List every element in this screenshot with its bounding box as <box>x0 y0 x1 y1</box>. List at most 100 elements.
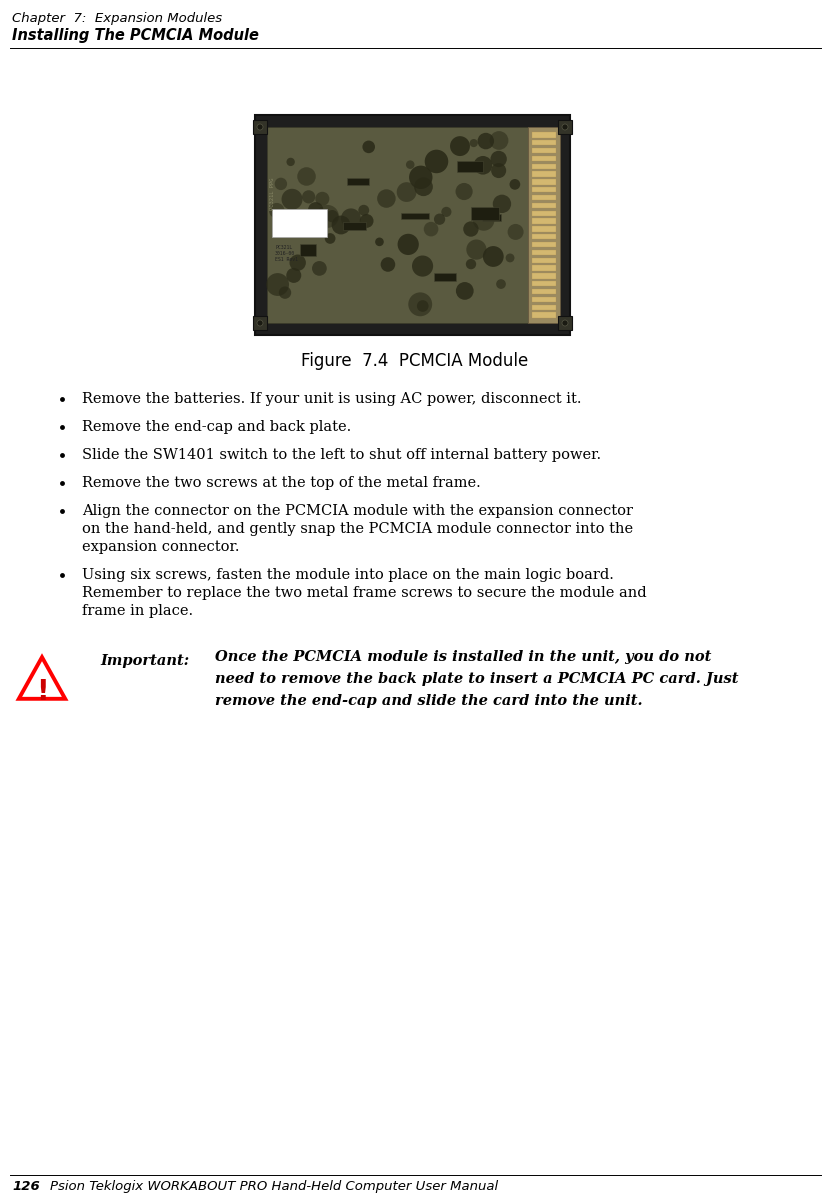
Circle shape <box>381 257 396 272</box>
Circle shape <box>375 237 384 247</box>
Circle shape <box>483 247 504 267</box>
Circle shape <box>408 292 432 316</box>
Bar <box>532 202 556 208</box>
Text: Using six screws, fasten the module into place on the main logic board.: Using six screws, fasten the module into… <box>82 569 614 582</box>
Text: Chapter  7:  Expansion Modules: Chapter 7: Expansion Modules <box>12 12 222 25</box>
Circle shape <box>282 189 302 209</box>
Bar <box>532 187 556 193</box>
Circle shape <box>406 160 415 169</box>
Circle shape <box>409 165 432 189</box>
Circle shape <box>362 140 375 153</box>
Bar <box>532 148 556 153</box>
Circle shape <box>266 273 289 296</box>
Bar <box>558 120 572 134</box>
Bar <box>532 288 556 294</box>
Text: Remove the two screws at the top of the metal frame.: Remove the two screws at the top of the … <box>82 476 481 490</box>
Circle shape <box>478 133 494 150</box>
Bar <box>532 226 556 232</box>
Circle shape <box>278 286 291 299</box>
Circle shape <box>490 151 507 168</box>
Circle shape <box>289 255 306 271</box>
Text: expansion connector.: expansion connector. <box>82 540 239 554</box>
Circle shape <box>414 177 433 196</box>
Text: 126: 126 <box>12 1180 40 1193</box>
Text: Remove the batteries. If your unit is using AC power, disconnect it.: Remove the batteries. If your unit is us… <box>82 391 582 406</box>
Circle shape <box>275 177 287 190</box>
Bar <box>300 244 316 256</box>
Text: Psion Teklogix WORKABOUT PRO Hand-Held Computer User Manual: Psion Teklogix WORKABOUT PRO Hand-Held C… <box>50 1180 498 1193</box>
Circle shape <box>316 205 339 227</box>
Circle shape <box>257 124 263 130</box>
Circle shape <box>286 268 302 282</box>
Circle shape <box>377 189 396 208</box>
Bar <box>532 171 556 177</box>
Circle shape <box>360 214 373 227</box>
Circle shape <box>425 150 448 174</box>
Text: Remember to replace the two metal frame screws to secure the module and: Remember to replace the two metal frame … <box>82 587 647 600</box>
Circle shape <box>505 254 514 262</box>
Bar <box>532 257 556 263</box>
Bar <box>532 312 556 318</box>
Bar <box>457 162 484 172</box>
Text: Slide the SW1401 switch to the left to shut off internal battery power.: Slide the SW1401 switch to the left to s… <box>82 448 601 462</box>
Text: Align the connector on the PCMCIA module with the expansion connector: Align the connector on the PCMCIA module… <box>82 504 633 518</box>
Circle shape <box>396 182 416 202</box>
Bar <box>532 164 556 169</box>
Text: Once the PCMCIA module is installed in the unit, you do not: Once the PCMCIA module is installed in t… <box>215 650 711 664</box>
Circle shape <box>315 192 329 206</box>
FancyBboxPatch shape <box>255 115 570 335</box>
Bar <box>532 140 556 146</box>
Circle shape <box>358 205 369 215</box>
Circle shape <box>474 156 492 175</box>
Bar <box>532 156 556 162</box>
Bar <box>558 316 572 330</box>
Text: Installing The PCMCIA Module: Installing The PCMCIA Module <box>12 28 259 43</box>
Circle shape <box>269 203 284 218</box>
Circle shape <box>562 124 568 130</box>
Bar <box>401 213 429 219</box>
Text: Important:: Important: <box>100 654 189 668</box>
Circle shape <box>463 221 479 237</box>
Bar <box>347 178 369 184</box>
Circle shape <box>473 209 494 231</box>
Circle shape <box>287 158 295 166</box>
Circle shape <box>434 213 445 225</box>
Bar <box>532 281 556 286</box>
Circle shape <box>466 259 476 269</box>
Bar <box>532 211 556 215</box>
Text: on the hand-held, and gently snap the PCMCIA module connector into the: on the hand-held, and gently snap the PC… <box>82 522 633 536</box>
Bar <box>532 242 556 248</box>
Text: !: ! <box>36 678 48 706</box>
Circle shape <box>491 163 506 178</box>
Circle shape <box>496 279 506 288</box>
Circle shape <box>489 132 509 150</box>
Bar <box>532 218 556 224</box>
Circle shape <box>397 233 419 255</box>
Circle shape <box>455 183 473 200</box>
Circle shape <box>450 136 470 156</box>
Circle shape <box>332 215 351 235</box>
Circle shape <box>257 320 263 326</box>
Circle shape <box>297 168 316 186</box>
Circle shape <box>456 282 474 299</box>
Bar <box>532 132 556 138</box>
Circle shape <box>325 233 336 244</box>
Text: PC321L
3016-00
ES1 Rev1: PC321L 3016-00 ES1 Rev1 <box>275 245 298 262</box>
Bar <box>471 207 499 219</box>
Text: Figure  7.4  PCMCIA Module: Figure 7.4 PCMCIA Module <box>302 352 529 370</box>
Bar <box>482 214 501 220</box>
Text: Remove the end-cap and back plate.: Remove the end-cap and back plate. <box>82 420 352 435</box>
Circle shape <box>470 139 478 147</box>
Circle shape <box>466 239 486 260</box>
Bar <box>532 233 556 239</box>
Bar <box>532 266 556 271</box>
Bar <box>253 120 267 134</box>
Bar <box>434 273 456 280</box>
Circle shape <box>341 208 361 229</box>
Circle shape <box>508 224 524 239</box>
Bar <box>528 127 560 323</box>
Circle shape <box>441 207 451 217</box>
Polygon shape <box>19 657 65 699</box>
Circle shape <box>509 180 520 189</box>
Bar <box>253 316 267 330</box>
